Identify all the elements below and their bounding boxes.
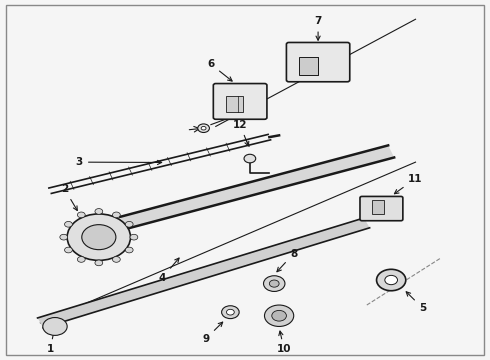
Circle shape [67,214,130,260]
Circle shape [130,234,138,240]
Circle shape [113,212,120,218]
Bar [372,200,384,214]
Circle shape [270,280,279,287]
Text: 4: 4 [158,258,179,283]
Circle shape [244,154,256,163]
Text: 10: 10 [277,331,291,354]
Text: 9: 9 [202,322,222,343]
Polygon shape [38,218,369,328]
Circle shape [77,257,85,262]
Text: 6: 6 [207,59,232,81]
Circle shape [95,260,103,266]
Circle shape [264,276,285,292]
Circle shape [201,126,206,130]
Text: 5: 5 [406,292,426,313]
FancyBboxPatch shape [213,84,267,119]
Circle shape [226,309,234,315]
Text: 8: 8 [277,249,297,272]
Text: 3: 3 [76,157,162,167]
Circle shape [272,310,287,321]
Polygon shape [120,145,394,229]
Circle shape [113,257,120,262]
Circle shape [265,305,294,327]
Circle shape [65,221,73,227]
Bar [298,57,318,75]
Circle shape [125,221,133,227]
Text: 11: 11 [394,174,423,194]
Circle shape [125,247,133,253]
Text: 12: 12 [233,120,249,146]
FancyBboxPatch shape [360,197,403,221]
Circle shape [385,275,397,285]
Circle shape [77,212,85,218]
Circle shape [198,124,209,132]
Circle shape [376,269,406,291]
Text: 7: 7 [315,17,322,40]
Circle shape [65,247,73,253]
Circle shape [95,208,103,214]
FancyBboxPatch shape [287,42,350,82]
Text: 2: 2 [61,184,77,211]
Text: 1: 1 [47,330,55,354]
Bar [225,96,243,112]
Circle shape [221,306,239,319]
Circle shape [82,225,116,249]
Circle shape [43,318,67,336]
Circle shape [60,234,68,240]
